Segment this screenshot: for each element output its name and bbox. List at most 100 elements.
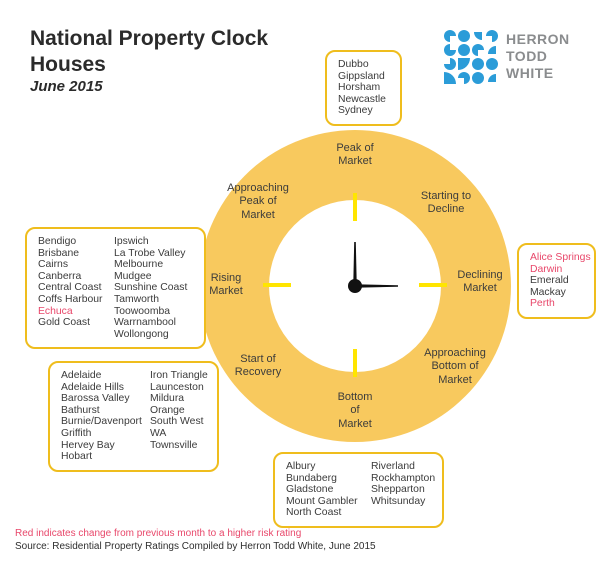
city-label: Newcastle	[338, 93, 386, 105]
city-label: Mackay	[530, 286, 566, 298]
city-label: Ipswich	[114, 236, 149, 247]
city-label: Canberra	[38, 270, 82, 282]
clock-tick-3	[419, 283, 447, 287]
city-label: Emerald	[530, 275, 569, 287]
city-label: Rockhampton	[371, 472, 436, 484]
logo-dot	[486, 30, 498, 42]
city-label: Horsham	[338, 82, 381, 94]
logo-dot	[444, 44, 456, 56]
clock-tick-6	[353, 349, 357, 377]
logo-dot	[458, 58, 470, 70]
title-line-2: Houses	[30, 52, 106, 76]
citybox-peak-of-market: Dubbo Gippsland Horsham Newcastle Sydney	[325, 50, 402, 126]
citybox-start-of-recovery: Adelaide Adelaide Hills Barossa Valley Bath…	[48, 361, 219, 472]
logo-dot	[458, 30, 470, 42]
citybox-column: Bendigo Brisbane Cairns Canberra Central Coa…	[38, 236, 114, 340]
citybox-bottom-of-market: Albury Bundaberg Gladstone Mount Gambler Nor…	[273, 452, 444, 528]
phase-label-start-of-recovery: Start of Recovery	[234, 353, 282, 379]
city-label: Dubbo	[338, 59, 369, 70]
logo-dot	[444, 58, 456, 70]
logo-dot	[472, 58, 484, 70]
city-label: Mount Gambler	[286, 495, 358, 507]
city-label: Gold Coast	[38, 317, 90, 329]
logo-dot	[458, 72, 470, 84]
city-label: Adelaide	[61, 370, 102, 381]
city-label: Toowoomba	[114, 305, 171, 317]
city-label: Barossa Valley	[61, 393, 130, 405]
city-label: Hervey Bay	[61, 439, 115, 451]
clock-minute-hand	[353, 242, 357, 287]
citybox-column: Alice Springs Darwin Emerald Mackay Perth	[530, 252, 591, 310]
city-label: Mildura	[150, 393, 185, 405]
phase-label-declining-market: Declining Market	[457, 269, 503, 295]
herron-todd-white-wordmark: HERRON TODD WHITE	[506, 31, 570, 81]
city-label: Launceston	[150, 381, 204, 393]
city-label: Cairns	[38, 259, 69, 271]
city-label: Sydney	[338, 105, 373, 117]
city-label: Bathurst	[61, 404, 100, 416]
city-label: Tamworth	[114, 293, 160, 305]
city-label: Warrnambool	[114, 317, 176, 329]
city-label: Townsville	[150, 439, 198, 451]
citybox-column: Iron Triangle Launceston Mildura Orange Sout…	[150, 370, 208, 463]
logo-word-herron: HERRON	[506, 31, 570, 47]
citybox-declining-market: Alice Springs Darwin Emerald Mackay Perth	[517, 243, 596, 319]
city-label: South West	[150, 416, 204, 428]
phase-label-approaching-bottom: Approaching Bottom of Market	[424, 347, 486, 386]
city-label: Adelaide Hills	[61, 381, 124, 393]
city-label: WA	[150, 427, 167, 439]
logo-dot	[474, 32, 482, 40]
city-label: Riverland	[371, 461, 415, 472]
city-label: North Coast	[286, 507, 342, 519]
city-label: Albury	[286, 461, 316, 472]
citybox-column: Adelaide Adelaide Hills Barossa Valley Bath…	[61, 370, 150, 463]
logo-dot	[472, 44, 484, 56]
logo-dot	[472, 72, 484, 84]
herron-todd-white-dots-logo-icon	[444, 30, 498, 84]
logo-dot	[486, 58, 498, 70]
city-label: Gippsland	[338, 70, 385, 82]
city-label: Whitsunday	[371, 495, 426, 507]
phase-label-peak-of-market: Peak of Market	[336, 142, 374, 168]
city-label: Shepparton	[371, 484, 425, 496]
citybox-rising-market: Bendigo Brisbane Cairns Canberra Central Coa…	[25, 227, 206, 350]
city-label: Alice Springs	[530, 252, 591, 263]
city-label: Brisbane	[38, 247, 80, 259]
city-label: Melbourne	[114, 259, 164, 271]
logo-dot	[488, 74, 496, 82]
logo-dot	[458, 44, 470, 56]
phase-label-starting-to-decline: Starting to Decline	[420, 190, 472, 216]
clock-center-dot	[348, 279, 362, 293]
city-label: Darwin	[530, 263, 563, 275]
city-label: Bundaberg	[286, 472, 337, 484]
clock-hands	[348, 242, 398, 293]
logo-dot	[444, 72, 456, 84]
logo-dot	[488, 46, 496, 54]
city-label: Wollongong	[114, 328, 169, 340]
page-title: National Property Clock Houses June 2015	[30, 26, 268, 97]
citybox-column: Albury Bundaberg Gladstone Mount Gambler Nor…	[286, 461, 371, 519]
city-label: Bendigo	[38, 236, 77, 247]
title-date: June 2015	[30, 78, 103, 96]
city-label: Burnie/Davenport	[61, 416, 142, 428]
title-line-1: National Property Clock	[30, 27, 269, 50]
city-label: Echuca	[38, 305, 73, 317]
logo-word-todd: TODD	[506, 47, 548, 64]
city-label: Mudgee	[114, 270, 152, 282]
city-label: Gladstone	[286, 484, 334, 496]
phase-label-approaching-peak: Approaching Peak of Market	[227, 182, 289, 221]
city-label: Hobart	[61, 451, 93, 463]
city-label: Coffs Harbour	[38, 293, 103, 305]
phase-label-rising-market: Rising Market	[209, 272, 243, 298]
logo-word-white: WHITE	[506, 64, 554, 81]
city-label: Sunshine Coast	[114, 282, 188, 294]
clock-hour-hand	[354, 284, 398, 288]
clock-tick-9	[263, 283, 291, 287]
city-label: Iron Triangle	[150, 370, 208, 381]
citybox-column: Riverland Rockhampton Shepparton Whitsunday	[371, 461, 435, 519]
city-label: Perth	[530, 298, 555, 310]
city-label: Orange	[150, 404, 185, 416]
city-label: Griffith	[61, 427, 92, 439]
clock-tick-12	[353, 193, 357, 221]
